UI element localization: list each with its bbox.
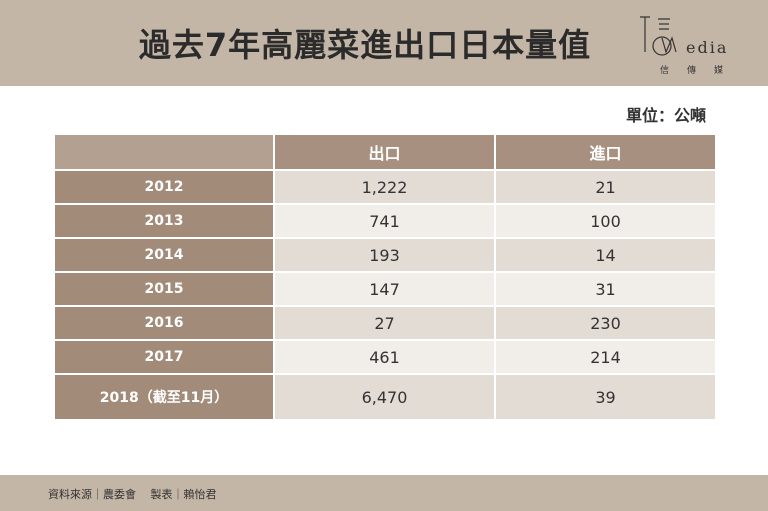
logo-mark-icon — [640, 16, 677, 56]
export-cell: 1,222 — [273, 169, 496, 205]
table-row: 2017 461 214 — [53, 339, 717, 375]
source-credit: 資料來源｜農委會 製表｜賴怡君 — [48, 488, 217, 501]
export-cell: 193 — [273, 237, 496, 273]
export-cell: 147 — [273, 271, 496, 307]
row-header-year: 2018（截至11月） — [53, 373, 275, 421]
row-header-year: 2013 — [53, 203, 275, 239]
export-cell: 27 — [273, 305, 496, 341]
import-cell: 39 — [494, 373, 717, 421]
trade-table: 出口 進口 2012 1,222 21 2013 741 100 2014 19… — [53, 133, 717, 421]
logo-word: edia — [686, 38, 729, 57]
row-header-year: 2017 — [53, 339, 275, 375]
column-header-import: 進口 — [494, 133, 717, 171]
row-header-year: 2012 — [53, 169, 275, 205]
row-header-year: 2014 — [53, 237, 275, 273]
brand-logo: edia 信傳媒 — [636, 14, 756, 78]
export-cell: 6,470 — [273, 373, 496, 421]
row-header-year: 2015 — [53, 271, 275, 307]
import-cell: 214 — [494, 339, 717, 375]
column-header-export: 出口 — [273, 133, 496, 171]
table-header-row: 出口 進口 — [53, 133, 717, 171]
table-row: 2015 147 31 — [53, 271, 717, 307]
table-row: 2018（截至11月） 6,470 39 — [53, 373, 717, 421]
import-cell: 14 — [494, 237, 717, 273]
row-header-year: 2016 — [53, 305, 275, 341]
import-cell: 230 — [494, 305, 717, 341]
import-cell: 100 — [494, 203, 717, 239]
table-row: 2013 741 100 — [53, 203, 717, 239]
header-banner: 過去7年高麗菜進出口日本量值 edia 信傳媒 — [0, 0, 768, 86]
logo-subtitle: 信傳媒 — [660, 66, 742, 76]
table-row: 2012 1,222 21 — [53, 169, 717, 205]
export-cell: 461 — [273, 339, 496, 375]
unit-label: 單位：公噸 — [625, 106, 706, 125]
import-cell: 31 — [494, 271, 717, 307]
import-cell: 21 — [494, 169, 717, 205]
export-cell: 741 — [273, 203, 496, 239]
table-row: 2014 193 14 — [53, 237, 717, 273]
table-row: 2016 27 230 — [53, 305, 717, 341]
corner-cell — [53, 133, 275, 171]
page-title: 過去7年高麗菜進出口日本量值 — [138, 26, 592, 64]
footer-bar: 資料來源｜農委會 製表｜賴怡君 — [0, 475, 768, 511]
